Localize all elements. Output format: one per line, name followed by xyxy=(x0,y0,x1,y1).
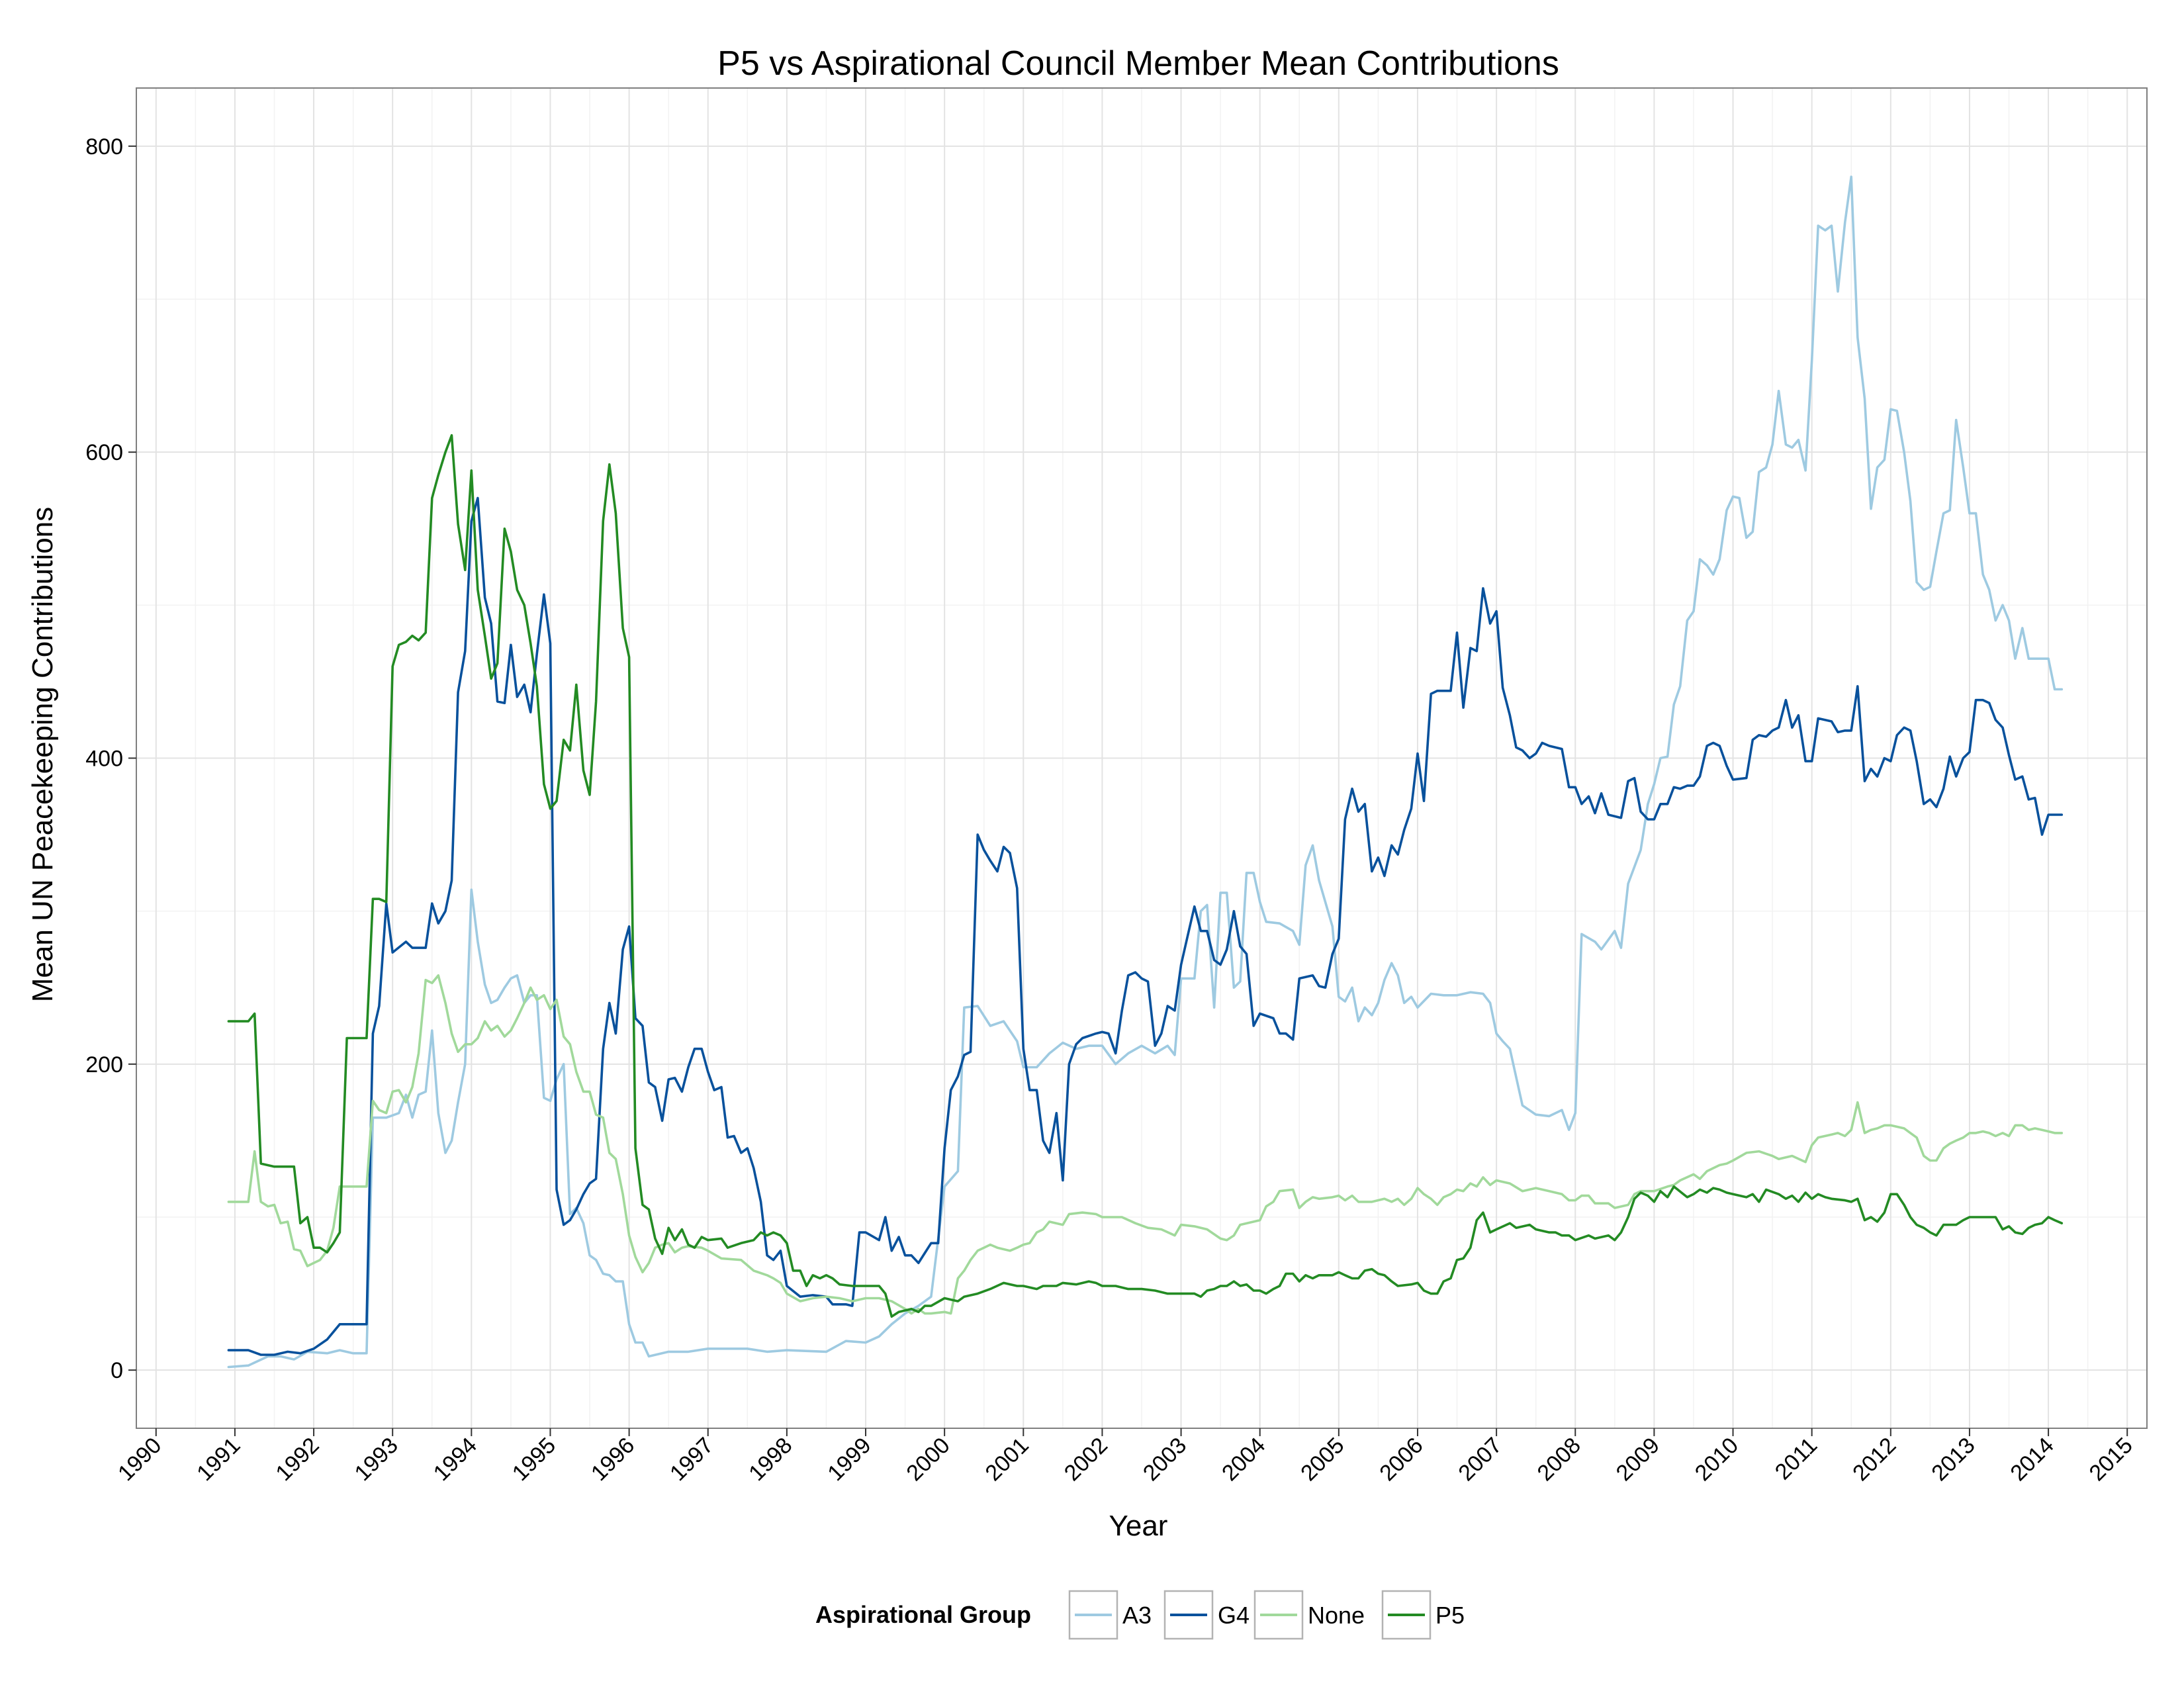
chart-title: P5 vs Aspirational Council Member Mean C… xyxy=(717,44,1559,83)
series-line-p5 xyxy=(227,434,2064,1318)
y-tick-label: 400 xyxy=(85,747,123,772)
gridlines xyxy=(136,88,2147,1428)
legend-label-p5: P5 xyxy=(1435,1602,1465,1629)
legend-label-g4: G4 xyxy=(1218,1602,1250,1629)
x-axis-title: Year xyxy=(1109,1510,1168,1542)
series-lines xyxy=(227,175,2064,1369)
y-axis-title: Mean UN Peacekeeping Contributions xyxy=(26,507,59,1002)
y-tick-label: 600 xyxy=(85,440,123,465)
legend-label-none: None xyxy=(1308,1602,1365,1629)
y-tick-label: 800 xyxy=(85,134,123,160)
legend-label-a3: A3 xyxy=(1122,1602,1152,1629)
series-line-none xyxy=(227,974,2064,1315)
legend: Aspirational Group A3 G4 None P5 xyxy=(815,1590,1465,1640)
y-tick-label: 0 xyxy=(111,1358,123,1383)
series-line-g4 xyxy=(227,496,2064,1356)
legend-title: Aspirational Group xyxy=(815,1601,1031,1628)
series-line-a3 xyxy=(227,175,2064,1369)
y-tick-label: 200 xyxy=(85,1052,123,1077)
